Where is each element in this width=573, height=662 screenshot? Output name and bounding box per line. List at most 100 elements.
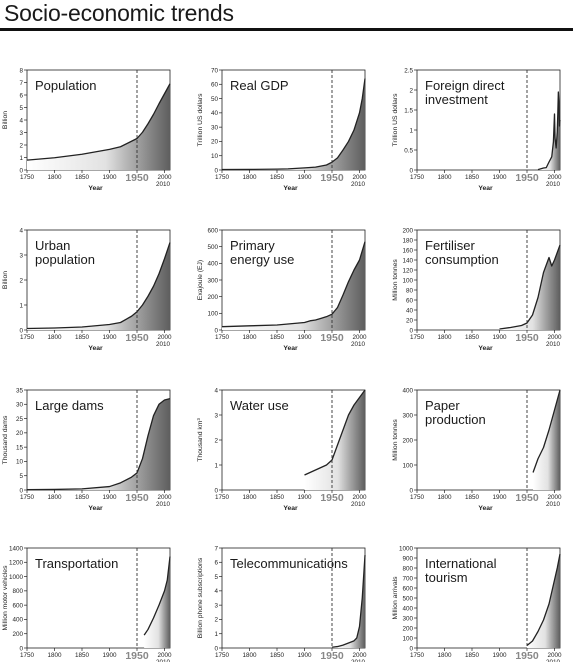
x-tick-label: 1800 <box>47 334 62 341</box>
x-tick-label: 1800 <box>242 494 257 501</box>
y-tick-label: 100 <box>402 462 413 469</box>
y-tick-label: 300 <box>402 412 413 419</box>
x-tick-label: 2000 <box>157 334 172 341</box>
y-tick-label: 30 <box>211 124 219 131</box>
y-tick-label: 5 <box>19 473 23 480</box>
panel-title: Water use <box>230 398 289 413</box>
x-tick-label-1950: 1950 <box>320 650 344 662</box>
x-tick-label: 1750 <box>215 174 230 181</box>
y-tick-label: 2 <box>19 142 23 149</box>
x-tick-label-2010: 2010 <box>156 341 171 348</box>
y-tick-label: 400 <box>402 387 413 394</box>
series-area <box>304 390 365 490</box>
y-tick-label: 1000 <box>399 545 414 552</box>
x-tick-label: 1900 <box>102 652 117 659</box>
panel-title: tourism <box>425 570 468 585</box>
x-tick-label: 1750 <box>410 494 425 501</box>
panel-title: Population <box>35 78 96 93</box>
x-tick-label: 2000 <box>157 494 172 501</box>
x-tick-label: 1850 <box>75 334 90 341</box>
series-line <box>526 553 561 647</box>
y-tick-label: 0 <box>409 327 413 334</box>
x-tick-label: 1850 <box>465 652 480 659</box>
series-line <box>537 91 561 171</box>
panel-title: Transportation <box>35 556 118 571</box>
y-tick-label: 3 <box>214 602 218 609</box>
y-tick-label: 10 <box>211 153 219 160</box>
x-tick-label: 1800 <box>47 652 62 659</box>
y-tick-label: 0 <box>214 645 218 652</box>
panel-title: Primary <box>230 238 275 253</box>
x-tick-label: 1800 <box>47 494 62 501</box>
x-tick-label: 2000 <box>547 334 562 341</box>
y-tick-label: 15 <box>16 444 24 451</box>
y-tick-label: 3 <box>214 412 218 419</box>
y-tick-label: 120 <box>402 267 413 274</box>
x-tick-label-1950: 1950 <box>515 332 539 344</box>
y-axis-label: Thousand dams <box>2 415 9 464</box>
x-tick-label-1950: 1950 <box>125 172 149 184</box>
series-line <box>304 389 366 476</box>
y-axis-label: Trillion US dollars <box>197 93 204 147</box>
x-tick-label: 2000 <box>352 174 367 181</box>
x-tick-label-1950: 1950 <box>320 492 344 504</box>
y-axis-label: Thousand km³ <box>197 418 204 462</box>
y-tick-label: 800 <box>402 565 413 572</box>
x-tick-label: 1850 <box>465 334 480 341</box>
y-axis-label: Trillion US dollars <box>392 93 399 147</box>
x-tick-label: 1900 <box>492 334 507 341</box>
y-tick-label: 1 <box>214 631 218 638</box>
y-tick-label: 25 <box>16 416 24 423</box>
panel-title: Urban <box>35 238 70 253</box>
y-tick-label: 3 <box>19 130 23 137</box>
x-tick-label: 1850 <box>270 652 285 659</box>
x-tick-label: 1900 <box>492 174 507 181</box>
y-tick-label: 0 <box>214 487 218 494</box>
chart-panel: 012345671750180018501900195020002010Year… <box>197 545 367 662</box>
y-tick-label: 0 <box>19 645 23 652</box>
x-tick-label: 1900 <box>297 494 312 501</box>
y-axis-label: Billion <box>2 111 9 129</box>
y-tick-label: 30 <box>16 402 24 409</box>
x-tick-label: 1800 <box>47 174 62 181</box>
x-tick-label: 1850 <box>465 494 480 501</box>
x-tick-label: 1900 <box>492 494 507 501</box>
y-tick-label: 600 <box>12 602 23 609</box>
x-tick-label: 1900 <box>297 174 312 181</box>
y-tick-label: 8 <box>19 67 23 74</box>
x-tick-label: 2000 <box>547 174 562 181</box>
y-tick-label: 7 <box>214 545 218 552</box>
y-tick-label: 60 <box>406 297 414 304</box>
x-tick-label: 1750 <box>410 652 425 659</box>
y-tick-label: 35 <box>16 387 24 394</box>
panel-title: production <box>425 412 486 427</box>
series-area <box>222 241 365 330</box>
x-tick-label: 1750 <box>20 334 35 341</box>
x-tick-label: 1800 <box>242 652 257 659</box>
y-tick-label: 70 <box>211 67 219 74</box>
x-tick-label: 1850 <box>465 174 480 181</box>
series-area <box>527 554 560 648</box>
y-tick-label: 7 <box>19 80 23 87</box>
x-tick-label-2010: 2010 <box>351 501 366 508</box>
y-tick-label: 4 <box>214 387 218 394</box>
y-tick-label: 20 <box>406 317 414 324</box>
y-tick-label: 160 <box>402 247 413 254</box>
x-tick-label-1950: 1950 <box>125 332 149 344</box>
y-tick-label: 800 <box>12 588 23 595</box>
chart-panel: 0 10 20 30 40 50 60 70 1750 1800 1850 1900 1950 20002… <box>197 67 367 192</box>
y-axis-label: Million tonnes <box>392 419 399 461</box>
x-tick-label-1950: 1950 <box>515 492 539 504</box>
x-tick-label: 2000 <box>157 174 172 181</box>
x-tick-label: 2000 <box>352 334 367 341</box>
y-tick-label: 300 <box>207 277 218 284</box>
series-area <box>538 92 560 170</box>
y-tick-label: 400 <box>207 261 218 268</box>
x-tick-label: 1750 <box>215 652 230 659</box>
y-tick-label: 0 <box>214 327 218 334</box>
x-tick-label-1950: 1950 <box>125 650 149 662</box>
x-tick-label-2010: 2010 <box>351 181 366 188</box>
